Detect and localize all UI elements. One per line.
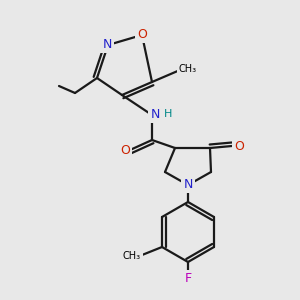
Text: F: F xyxy=(184,272,192,284)
Text: CH₃: CH₃ xyxy=(179,64,197,74)
Text: CH₃: CH₃ xyxy=(123,251,141,261)
Text: N: N xyxy=(150,109,160,122)
Text: O: O xyxy=(137,28,147,41)
Text: H: H xyxy=(164,109,172,119)
Text: O: O xyxy=(234,140,244,152)
Text: O: O xyxy=(120,143,130,157)
Text: N: N xyxy=(183,178,193,191)
Text: N: N xyxy=(102,38,112,52)
